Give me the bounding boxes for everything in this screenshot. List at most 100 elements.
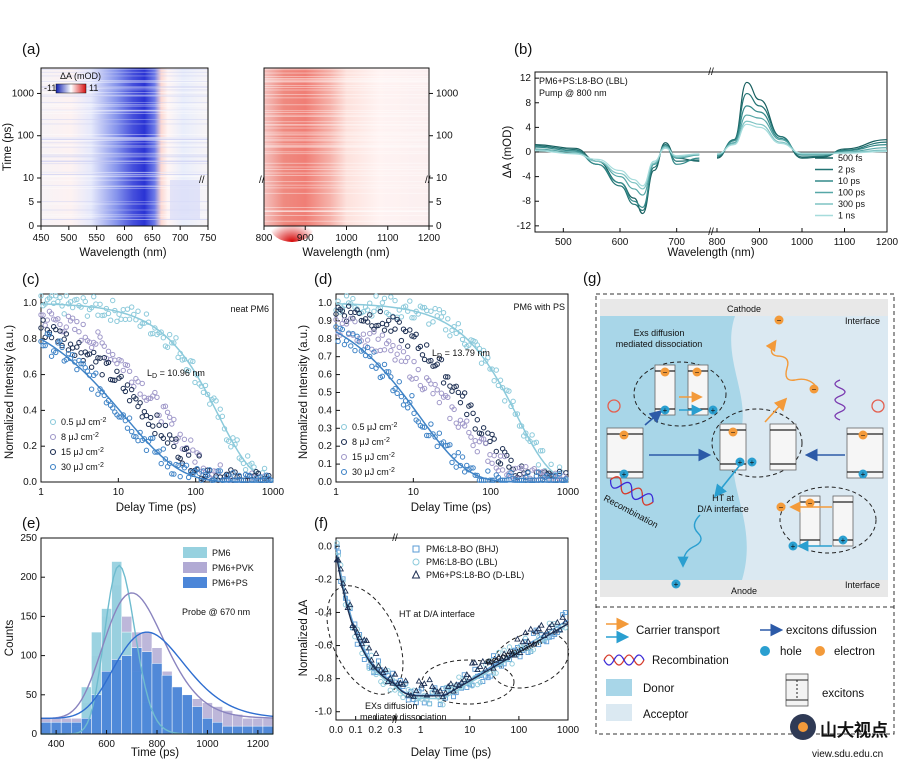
data-point-8 xyxy=(423,342,430,348)
data-point-dlbl xyxy=(495,653,503,660)
data-point-dlbl xyxy=(402,677,409,684)
spectrum-line-2-ps xyxy=(535,144,700,212)
data-point-0.5 xyxy=(459,336,466,343)
legend-marker xyxy=(49,418,57,426)
data-point-30 xyxy=(110,405,116,411)
spectrum-line-300-ps xyxy=(716,120,887,156)
kinetics-c-ld: LD = 10.96 nm xyxy=(147,368,205,380)
heatmap-stripe xyxy=(264,187,429,189)
data-point-15 xyxy=(485,458,491,464)
data-point-15 xyxy=(110,377,116,383)
heatmap-stripe xyxy=(41,71,208,73)
data-point-15 xyxy=(447,415,453,422)
data-point-15 xyxy=(375,336,381,342)
data-point-15 xyxy=(360,331,367,337)
data-point-30 xyxy=(93,370,99,376)
data-point-0.5 xyxy=(114,318,120,325)
legend-label: PM6:L8-BO (LBL) xyxy=(426,557,498,567)
data-point-0.5 xyxy=(217,406,223,412)
data-point-30 xyxy=(392,386,398,392)
y-tick-label: 0.7 xyxy=(318,352,332,363)
data-point-15 xyxy=(59,342,65,349)
data-point-8 xyxy=(341,313,348,319)
fit-curve xyxy=(40,631,274,720)
legend-marker xyxy=(340,423,348,431)
data-point-30 xyxy=(116,414,122,420)
data-point-lbl xyxy=(490,670,497,677)
data-point-15 xyxy=(343,321,350,327)
data-point-bhj xyxy=(536,642,542,648)
data-point-0.5 xyxy=(386,311,392,318)
heatmap-stripe xyxy=(264,184,429,186)
heatmap-stripe xyxy=(264,211,429,213)
panel-c-kinetics: (c) 0.0 0.2 0.4 0.6 0.8 1.0 1 10 100 1000 neat PM… xyxy=(4,271,285,514)
data-point-dlbl xyxy=(514,635,521,642)
heatmap-xlabel-right: Wavelength (nm) xyxy=(302,247,389,259)
exs-label-2: mediated dissociation xyxy=(616,339,703,349)
data-point-8 xyxy=(192,459,198,465)
legend-label: 2 ps xyxy=(838,165,856,175)
kinetics-f-plot: // // 0.0 -0.2 -0.4 -0.6 -0.8 -1.0 0.0 0.1 0.2 0.3 1… xyxy=(315,533,580,736)
data-point-8 xyxy=(398,337,405,344)
x-tick-label: 450 xyxy=(33,233,50,244)
spectrum-line-500-fs xyxy=(535,142,700,215)
x-tick-label: 0.1 xyxy=(349,725,363,736)
legend-label: 1 ns xyxy=(838,211,856,221)
legend-label: 30 μJ cm-2 xyxy=(352,467,395,477)
data-point-8 xyxy=(487,438,493,445)
data-point-0.5 xyxy=(152,325,158,331)
legend-excitons-icon-box xyxy=(785,673,809,707)
data-point-15 xyxy=(480,436,487,442)
y-tick-label: 5 xyxy=(28,197,34,208)
x-tick-label: 100 xyxy=(187,487,204,498)
data-point-30 xyxy=(335,338,341,345)
heatmap-stripe xyxy=(41,155,208,157)
data-point-0.5 xyxy=(445,316,451,322)
hole-marker-sign: + xyxy=(861,470,866,479)
heatmap-stripe xyxy=(264,124,429,126)
data-point-30 xyxy=(423,432,430,439)
data-point-15 xyxy=(377,347,383,354)
data-point-15 xyxy=(400,349,407,355)
data-point-15 xyxy=(101,354,107,361)
y-tick-label: 0.0 xyxy=(318,477,332,488)
heatmap-stripe xyxy=(264,80,429,81)
data-point-8 xyxy=(377,308,383,315)
data-point-15 xyxy=(156,422,162,428)
data-point-30 xyxy=(223,472,230,479)
legend-label: 0.5 μJ cm-2 xyxy=(61,417,107,427)
heatmap-stripe xyxy=(264,78,429,79)
data-point-8 xyxy=(493,448,499,455)
data-point-8 xyxy=(388,328,394,334)
heatmap-stripe xyxy=(264,146,429,147)
kinetics-f-annotation-exs2: mediated dissociation xyxy=(360,712,447,722)
hole-marker xyxy=(708,405,718,415)
electron-marker xyxy=(692,367,702,377)
y-tick-label: 150 xyxy=(20,611,37,622)
heatmap-stripe xyxy=(264,207,429,209)
data-point-15 xyxy=(78,350,84,356)
data-point-lbl xyxy=(528,648,534,654)
data-point-8 xyxy=(95,329,101,335)
data-point-30 xyxy=(162,456,169,462)
data-point-8 xyxy=(445,374,451,380)
data-point-8 xyxy=(556,468,563,475)
data-point-0.5 xyxy=(548,461,554,467)
data-point-dlbl xyxy=(546,623,553,630)
data-point-8 xyxy=(440,380,447,386)
y-tick-label: 10 xyxy=(436,173,448,184)
data-point-15 xyxy=(112,377,118,384)
histogram-plot: 0 50 100 150 200 250 400 600 800 1000 1200 xyxy=(20,533,274,750)
cathode-label: Cathode xyxy=(727,304,761,314)
hole-marker-sign: + xyxy=(674,580,679,589)
legend-marker xyxy=(340,468,348,476)
heatmap-stripe xyxy=(41,123,208,125)
anode-label: Anode xyxy=(731,586,757,596)
electron-marker xyxy=(809,384,819,394)
data-point-15 xyxy=(171,443,177,450)
data-point-0.5 xyxy=(407,298,413,304)
watermark-text: 山大视点 xyxy=(820,720,888,740)
data-point-30 xyxy=(502,477,508,483)
data-point-15 xyxy=(434,387,440,393)
data-point-0.5 xyxy=(213,398,219,404)
